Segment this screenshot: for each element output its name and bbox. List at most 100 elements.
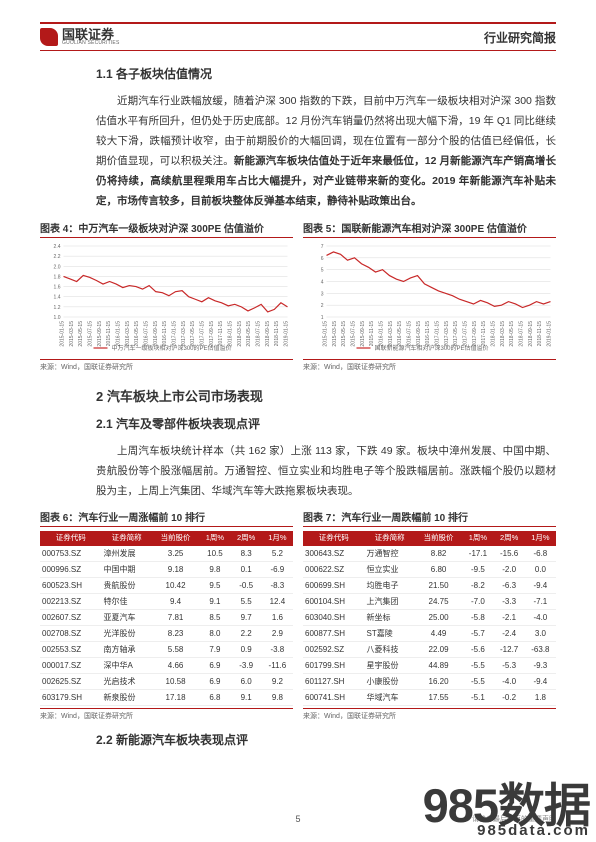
svg-text:2015-03-15: 2015-03-15	[332, 320, 338, 346]
table-7-table: 证券代码证券简称当前股价1周%2周%1月%300643.SZ万通智控8.82-1…	[303, 531, 556, 705]
table-7-title: 图表 7：汽车行业一周跌幅前 10 排行	[303, 509, 556, 527]
table-6-title: 图表 6：汽车行业一周涨幅前 10 排行	[40, 509, 293, 527]
watermark: 985数据 985data.com	[423, 782, 590, 838]
table-row: 000017.SZ深中华A4.666.9-3.9-11.6	[40, 657, 293, 673]
svg-text:2015-11-15: 2015-11-15	[369, 320, 375, 345]
table-header: 1周%	[199, 531, 230, 545]
section-1-1-para: 近期汽车行业跌幅放缓，随着沪深 300 指数的下跌，目前中万汽车一级板块相对沪深…	[96, 92, 556, 212]
svg-text:2018-09-15: 2018-09-15	[528, 320, 534, 346]
svg-text:1.4: 1.4	[54, 294, 61, 300]
svg-text:2017-01-15: 2017-01-15	[172, 320, 178, 346]
svg-text:2017-09-15: 2017-09-15	[209, 320, 215, 346]
table-header: 当前股价	[152, 531, 200, 545]
page-number: 5	[295, 814, 300, 824]
table-6: 图表 6：汽车行业一周涨幅前 10 排行 证券代码证券简称当前股价1周%2周%1…	[40, 509, 293, 720]
svg-text:2015-07-15: 2015-07-15	[88, 320, 94, 346]
svg-text:2017-11-15: 2017-11-15	[481, 320, 487, 345]
table-header: 1月%	[262, 531, 293, 545]
svg-text:7: 7	[321, 244, 324, 250]
svg-text:2015-01-15: 2015-01-15	[60, 320, 66, 346]
chart-4-source: 来源：Wind，国联证券研究所	[40, 359, 293, 372]
table-header: 证券代码	[40, 531, 102, 545]
section-2-2-title: 2.2 新能源汽车板块表现点评	[96, 731, 556, 748]
svg-text:2018-11-15: 2018-11-15	[274, 320, 280, 345]
svg-text:2015-05-15: 2015-05-15	[78, 320, 84, 346]
svg-text:2016-05-15: 2016-05-15	[397, 320, 403, 346]
svg-text:2017-09-15: 2017-09-15	[472, 320, 478, 346]
svg-text:2: 2	[321, 303, 324, 309]
section-1-1-title: 1.1 各子板块估值情况	[96, 65, 556, 82]
table-row: 600104.SH上汽集团24.75-7.0-3.3-7.1	[303, 593, 556, 609]
svg-text:3: 3	[321, 291, 324, 297]
table-header: 证券简称	[365, 531, 415, 545]
table-6-table: 证券代码证券简称当前股价1周%2周%1月%000753.SZ漳州发展3.2510…	[40, 531, 293, 705]
svg-text:2015-05-15: 2015-05-15	[341, 320, 347, 346]
chart-4-svg: 1.01.21.41.61.82.02.22.42015-01-152015-0…	[40, 242, 293, 352]
table-header: 1周%	[462, 531, 493, 545]
chart-5-title: 图表 5：国联新能源汽车相对沪深 300PE 估值溢价	[303, 220, 556, 238]
svg-text:1.2: 1.2	[54, 304, 61, 310]
report-type: 行业研究简报	[484, 29, 556, 46]
svg-text:2017-07-15: 2017-07-15	[463, 320, 469, 346]
table-row: 000622.SZ恒立实业6.80-9.5-2.00.0	[303, 561, 556, 577]
table-6-source: 来源：Wind，国联证券研究所	[40, 708, 293, 721]
table-header: 2周%	[231, 531, 262, 545]
svg-text:2018-03-15: 2018-03-15	[237, 320, 243, 346]
svg-text:2018-05-15: 2018-05-15	[246, 320, 252, 346]
svg-text:2017-07-15: 2017-07-15	[200, 320, 206, 346]
svg-text:2016-03-15: 2016-03-15	[388, 320, 394, 346]
table-7: 图表 7：汽车行业一周跌幅前 10 排行 证券代码证券简称当前股价1周%2周%1…	[303, 509, 556, 720]
svg-text:2018-07-15: 2018-07-15	[519, 320, 525, 346]
table-row: 002592.SZ八菱科技22.09-5.6-12.7-63.8	[303, 641, 556, 657]
svg-text:2018-09-15: 2018-09-15	[265, 320, 271, 346]
chart-5: 图表 5：国联新能源汽车相对沪深 300PE 估值溢价 12345672015-…	[303, 220, 556, 372]
svg-text:2015-03-15: 2015-03-15	[69, 320, 75, 346]
svg-text:2015-01-15: 2015-01-15	[323, 320, 329, 346]
logo-en: GUOLIAN SECURITIES	[62, 41, 120, 46]
table-row: 002625.SZ光启技术10.586.96.09.2	[40, 673, 293, 689]
svg-text:2018-05-15: 2018-05-15	[509, 320, 515, 346]
table-row: 300643.SZ万通智控8.82-17.1-15.6-6.8	[303, 546, 556, 562]
svg-text:2.2: 2.2	[54, 254, 61, 260]
svg-text:2018-03-15: 2018-03-15	[500, 320, 506, 346]
svg-text:2016-09-15: 2016-09-15	[416, 320, 422, 346]
table-row: 000996.SZ中国中期9.189.80.1-6.9	[40, 561, 293, 577]
svg-text:4: 4	[321, 279, 324, 285]
svg-text:2015-09-15: 2015-09-15	[97, 320, 103, 346]
chart-4-title: 图表 4：中万汽车一级板块对沪深 300PE 估值溢价	[40, 220, 293, 238]
section-2-1-title: 2.1 汽车及零部件板块表现点评	[96, 415, 556, 432]
svg-text:2.0: 2.0	[54, 264, 61, 270]
chart-5-source: 来源：Wind，国联证券研究所	[303, 359, 556, 372]
svg-text:2016-03-15: 2016-03-15	[125, 320, 131, 346]
svg-text:2018-11-15: 2018-11-15	[537, 320, 543, 345]
table-header: 1月%	[525, 531, 556, 545]
svg-text:2016-01-15: 2016-01-15	[379, 320, 385, 346]
svg-text:2019-01-15: 2019-01-15	[284, 320, 290, 346]
table-row: 600877.SHST嘉陵4.49-5.7-2.43.0	[303, 625, 556, 641]
svg-text:2.4: 2.4	[54, 244, 61, 250]
svg-text:2016-01-15: 2016-01-15	[116, 320, 122, 346]
logo-icon	[40, 28, 58, 46]
table-row: 601127.SH小康股份16.20-5.5-4.0-9.4	[303, 673, 556, 689]
page-header: 国联证券 GUOLIAN SECURITIES 行业研究简报	[40, 22, 556, 51]
svg-text:2016-07-15: 2016-07-15	[144, 320, 150, 346]
svg-text:1: 1	[321, 315, 324, 321]
table-row: 002213.SZ特尔佳9.49.15.512.4	[40, 593, 293, 609]
svg-text:1.8: 1.8	[54, 274, 61, 280]
table-row: 601799.SH星宇股份44.89-5.5-5.3-9.3	[303, 657, 556, 673]
section-2-title: 2 汽车板块上市公司市场表现	[96, 386, 556, 405]
svg-text:2015-11-15: 2015-11-15	[106, 320, 112, 345]
table-row: 600523.SH贵航股份10.429.5-0.5-8.3	[40, 577, 293, 593]
svg-text:2018-07-15: 2018-07-15	[256, 320, 262, 346]
svg-text:1.0: 1.0	[54, 315, 61, 321]
svg-text:2019-01-15: 2019-01-15	[547, 320, 553, 346]
chart-4: 图表 4：中万汽车一级板块对沪深 300PE 估值溢价 1.01.21.41.6…	[40, 220, 293, 372]
table-row: 000753.SZ漳州发展3.2510.58.35.2	[40, 546, 293, 562]
table-header: 2周%	[494, 531, 525, 545]
logo: 国联证券 GUOLIAN SECURITIES	[40, 28, 120, 46]
svg-text:2017-05-15: 2017-05-15	[190, 320, 196, 346]
svg-text:2018-01-15: 2018-01-15	[491, 320, 497, 346]
svg-text:中万汽车一级板块相对沪深300的PE估值溢价: 中万汽车一级板块相对沪深300的PE估值溢价	[112, 344, 232, 352]
table-row: 002553.SZ南方轴承5.587.90.9-3.8	[40, 641, 293, 657]
svg-text:2017-03-15: 2017-03-15	[181, 320, 187, 346]
